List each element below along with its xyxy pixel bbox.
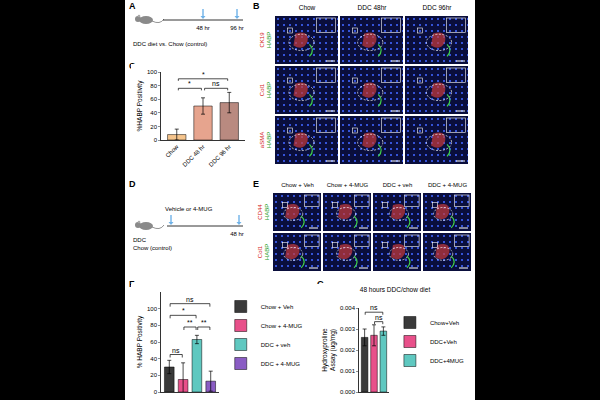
svg-text:20: 20: [150, 372, 157, 378]
svg-text:0.003: 0.003: [340, 326, 356, 332]
html-text:HABP: HABP: [266, 131, 272, 149]
svg-text:ns: ns: [172, 347, 180, 354]
svg-text:ns: ns: [375, 314, 383, 321]
svg-text:80: 80: [150, 83, 157, 89]
svg-text:80: 80: [150, 322, 157, 328]
svg-text:48 hr: 48 hr: [196, 25, 210, 31]
svg-text:100: 100: [147, 69, 158, 75]
svg-text:DDC + veh: DDC + veh: [261, 342, 291, 348]
svg-text:0.002: 0.002: [340, 347, 356, 353]
html-text:A: A: [129, 1, 136, 11]
html-text:HABP: HABP: [266, 31, 272, 49]
svg-text:40: 40: [150, 110, 157, 116]
svg-text:0.000: 0.000: [340, 389, 356, 395]
svg-text:ns: ns: [186, 296, 194, 303]
html-text:Col1: Col1: [257, 245, 263, 259]
svg-text:40: 40: [150, 356, 157, 362]
svg-text:DDC + 4-MUG: DDC + 4-MUG: [261, 361, 301, 367]
html-text:Chow: Chow: [298, 4, 316, 11]
svg-text:Chow + Veh: Chow + Veh: [261, 304, 294, 310]
html-text:D: D: [129, 179, 136, 189]
svg-text:Chow + 4-MUG: Chow + 4-MUG: [261, 323, 303, 329]
html-text:G: G: [317, 279, 324, 289]
svg-text:20: 20: [150, 124, 157, 130]
html-text:CD44: CD44: [257, 204, 263, 220]
html-text:Col1: Col1: [259, 83, 265, 97]
html-text:DDC 48hr: DDC 48hr: [357, 4, 387, 11]
svg-text:**: **: [187, 319, 193, 326]
html-text:aSMA: aSMA: [259, 131, 265, 149]
html-text:DDC 96hr: DDC 96hr: [422, 4, 452, 11]
svg-text:0: 0: [154, 137, 158, 143]
html-text:C: C: [129, 61, 136, 71]
html-text:DDC + 4-MUG: DDC + 4-MUG: [427, 182, 468, 188]
svg-text:60: 60: [150, 339, 157, 345]
svg-text:Chow (control): Chow (control): [133, 245, 172, 251]
svg-text:100: 100: [147, 306, 158, 312]
svg-text:*: *: [182, 307, 185, 314]
svg-text:96 hr: 96 hr: [230, 25, 244, 31]
svg-text:% HABP Positivity: % HABP Positivity: [136, 315, 144, 368]
svg-text:60: 60: [150, 96, 157, 102]
svg-text:Chow+Veh: Chow+Veh: [430, 320, 459, 326]
html-text:F: F: [129, 279, 135, 289]
html-text:Chow + 4-MUG: Chow + 4-MUG: [326, 182, 369, 188]
svg-text:0: 0: [154, 389, 158, 395]
svg-text:Chow: Chow: [164, 143, 180, 159]
svg-text:48 hours DDC/chow diet: 48 hours DDC/chow diet: [360, 286, 431, 293]
svg-text:DDC diet vs. Chow (control): DDC diet vs. Chow (control): [133, 41, 207, 47]
svg-text:DDC: DDC: [133, 237, 147, 243]
svg-text:ns: ns: [212, 80, 220, 87]
svg-text:0.001: 0.001: [340, 368, 356, 374]
svg-text:*: *: [188, 80, 191, 87]
svg-text:HydroxyprolineAssay (ug/mg): HydroxyprolineAssay (ug/mg): [321, 328, 337, 372]
svg-text:48 hr: 48 hr: [230, 231, 244, 237]
svg-text:*: *: [202, 71, 205, 78]
html-text:Chow + Veh: Chow + Veh: [281, 182, 314, 188]
svg-text:Vehicle or 4-MUG: Vehicle or 4-MUG: [165, 206, 213, 212]
html-text:B: B: [253, 1, 260, 11]
svg-text:0.004: 0.004: [340, 305, 356, 311]
svg-text:DDC+4MUG: DDC+4MUG: [430, 358, 464, 364]
svg-text:DDC 48 hr: DDC 48 hr: [182, 144, 206, 168]
html-text:HABP: HABP: [266, 81, 272, 99]
html-text:DDC + veh: DDC + veh: [382, 182, 413, 188]
html-text:CK19: CK19: [259, 32, 265, 48]
svg-text:ns: ns: [370, 304, 378, 311]
html-text:E: E: [253, 179, 259, 189]
svg-text:DDC+Veh: DDC+Veh: [430, 339, 457, 345]
svg-text:**: **: [201, 319, 207, 326]
html-text:HABP: HABP: [264, 203, 270, 221]
svg-text:DDC 96 hr: DDC 96 hr: [208, 144, 232, 168]
html-text:HABP: HABP: [264, 243, 270, 261]
svg-text:%HABP Positivity: %HABP Positivity: [136, 80, 144, 132]
